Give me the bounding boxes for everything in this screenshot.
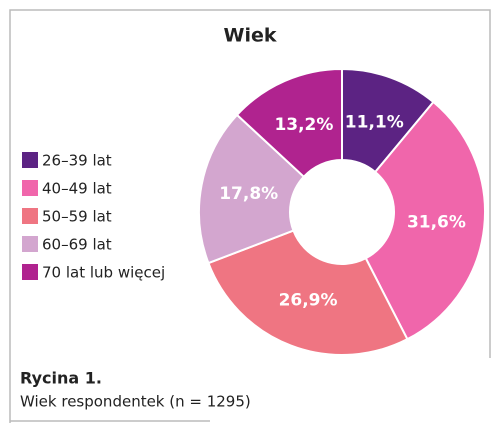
slice — [207, 229, 409, 356]
legend-swatch — [22, 180, 38, 196]
value-label: 26,9% — [279, 291, 338, 311]
legend-swatch — [22, 236, 38, 252]
legend-label: 70 lat lub więcej — [42, 264, 165, 282]
value-label: 13,2% — [274, 115, 333, 135]
legend-label: 60–69 lat — [42, 236, 112, 254]
legend-swatch — [22, 264, 38, 280]
legend-label: 40–49 lat — [42, 180, 112, 198]
legend-label: 50–59 lat — [42, 208, 112, 226]
chart-title: Wiek — [224, 25, 277, 47]
legend-swatch — [22, 208, 38, 224]
slice — [198, 113, 306, 265]
caption: Wiek respondentek (n = 1295) — [20, 393, 251, 411]
legend-label: 26–39 lat — [42, 152, 112, 170]
legend-swatch — [22, 152, 38, 168]
slice — [235, 67, 343, 179]
value-label: 17,8% — [219, 184, 278, 204]
slice — [364, 100, 486, 341]
value-label: 11,1% — [345, 113, 404, 133]
caption-title: Rycina 1. — [20, 369, 102, 388]
frame — [9, 9, 491, 423]
value-label: 31,6% — [407, 212, 466, 232]
